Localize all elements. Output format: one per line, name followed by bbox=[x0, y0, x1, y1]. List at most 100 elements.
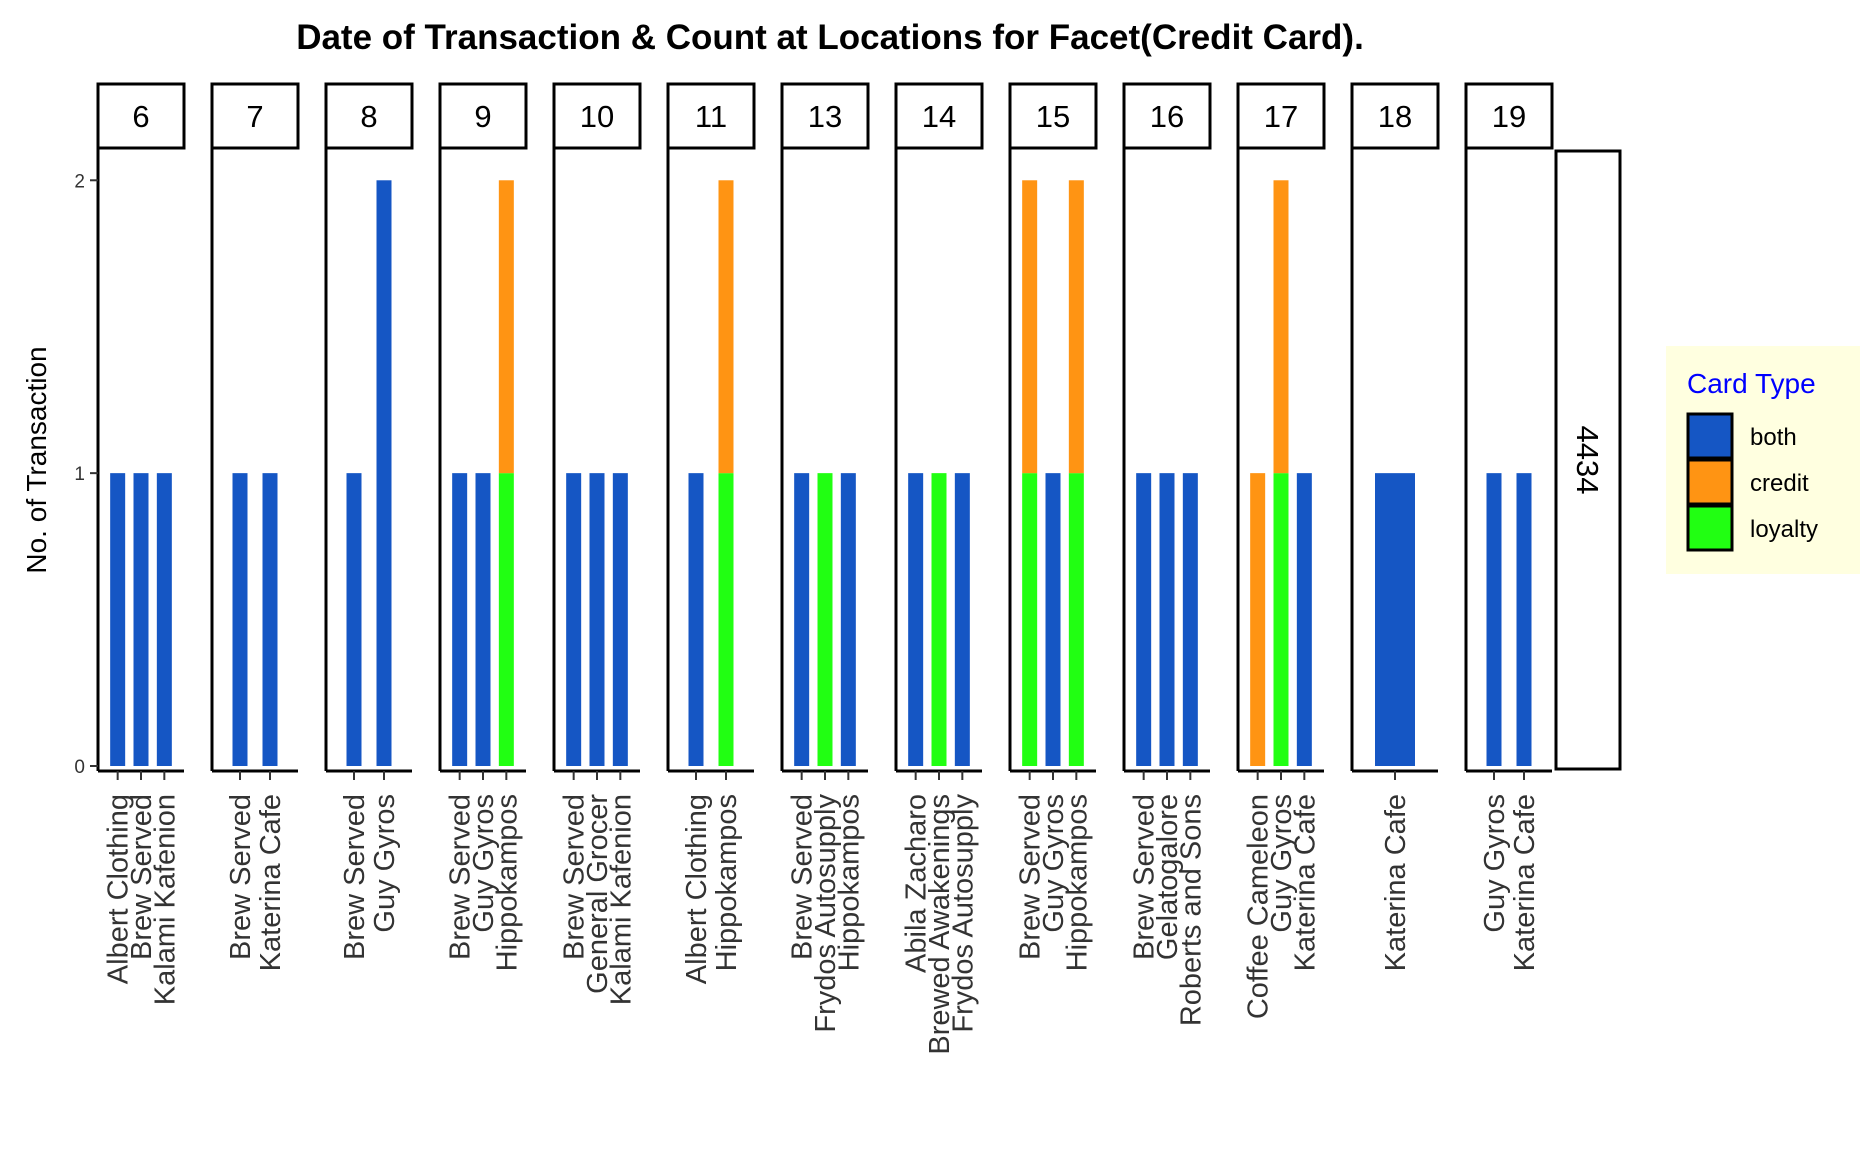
x-tick-label: General Grocer bbox=[582, 794, 614, 994]
x-tick-label: Hippokampos bbox=[711, 794, 743, 971]
x-tick-label: Brew Served bbox=[787, 794, 819, 960]
legend-swatch-credit bbox=[1686, 458, 1734, 506]
row-facet-strip: 4434 bbox=[1554, 149, 1622, 771]
bar-both bbox=[232, 473, 248, 766]
y-tick-label: 0 bbox=[74, 757, 85, 778]
bar-both bbox=[376, 180, 392, 767]
x-tick-label: Brew Served bbox=[1129, 794, 1161, 960]
bar-both bbox=[1296, 473, 1312, 766]
x-tick-label: Kalami Kafenion bbox=[605, 794, 637, 1005]
x-tick-label: Katerina Cafe bbox=[255, 794, 287, 971]
facet-strip-label: 9 bbox=[474, 99, 491, 134]
x-tick-label: Albert Clothing bbox=[681, 794, 713, 984]
facet-strip-box bbox=[894, 82, 984, 150]
bar-loyalty bbox=[1068, 473, 1084, 766]
facet-strip-label: 13 bbox=[808, 99, 842, 134]
legend: Card Type both credit loyalty bbox=[1666, 346, 1860, 574]
bar-both bbox=[1375, 473, 1415, 766]
facet-strip-label: 6 bbox=[132, 99, 149, 134]
bar-both bbox=[1045, 473, 1061, 766]
facet-strip-label: 7 bbox=[246, 99, 263, 134]
x-tick-label: Coffee Cameleon bbox=[1243, 794, 1275, 1019]
bar-both bbox=[1159, 473, 1175, 766]
x-tick-label: Guy Gyros bbox=[1479, 794, 1511, 933]
x-tick-label: Frydos Autosupply bbox=[947, 794, 979, 1033]
x-tick-label: Brewed Awakenings bbox=[924, 794, 956, 1055]
facet-panel-18: 18 Katerina Cafe bbox=[1350, 82, 1440, 971]
bar-credit bbox=[1250, 473, 1266, 766]
bar-credit bbox=[1068, 180, 1084, 474]
bar-loyalty bbox=[718, 473, 734, 766]
bar-both bbox=[346, 473, 362, 766]
bar-both bbox=[452, 473, 468, 766]
facet-strip-box bbox=[96, 82, 186, 150]
bar-loyalty bbox=[817, 473, 833, 766]
bar-credit bbox=[718, 180, 734, 474]
facet-strip-label: 18 bbox=[1378, 99, 1412, 134]
facet-strip-label: 17 bbox=[1264, 99, 1298, 134]
bar-credit bbox=[498, 180, 514, 474]
facet-strip-box bbox=[666, 82, 756, 150]
x-tick-label: Hippokampos bbox=[1061, 794, 1093, 971]
x-tick-label: Brew Served bbox=[339, 794, 371, 960]
legend-title: Card Type bbox=[1687, 368, 1816, 399]
bar-both bbox=[566, 473, 582, 766]
y-tick-label: 2 bbox=[74, 171, 85, 192]
facet-strip-box bbox=[552, 82, 642, 150]
x-tick-label: Katerina Cafe bbox=[1380, 794, 1412, 971]
facet-strip-box bbox=[780, 82, 870, 150]
row-strip-label: 4434 bbox=[1570, 426, 1605, 495]
bar-loyalty bbox=[1273, 473, 1289, 766]
bar-both bbox=[589, 473, 605, 766]
facet-strip-label: 14 bbox=[922, 99, 956, 134]
x-tick-label: Guy Gyros bbox=[1038, 794, 1070, 933]
x-tick-label: Brew Served bbox=[126, 794, 158, 960]
facet-strip-label: 11 bbox=[695, 99, 727, 134]
x-tick-label: Guy Gyros bbox=[1266, 794, 1298, 933]
facet-strip-box bbox=[1350, 82, 1440, 150]
bar-both bbox=[1516, 473, 1532, 766]
chart-title: Date of Transaction & Count at Locations… bbox=[296, 18, 1364, 57]
bar-both bbox=[1182, 473, 1198, 766]
y-tick-label: 1 bbox=[74, 464, 85, 485]
facet-strip-box bbox=[324, 82, 414, 150]
bar-both bbox=[840, 473, 856, 766]
facet-strip-box bbox=[1008, 82, 1098, 150]
legend-label-both: both bbox=[1750, 424, 1797, 451]
x-tick-label: Kalami Kafenion bbox=[149, 794, 181, 1005]
legend-label-loyalty: loyalty bbox=[1750, 516, 1818, 543]
bar-loyalty bbox=[931, 473, 947, 766]
facet-strip-label: 19 bbox=[1492, 99, 1526, 134]
x-tick-label: Katerina Cafe bbox=[1509, 794, 1541, 971]
x-tick-label: Hippokampos bbox=[833, 794, 865, 971]
bar-both bbox=[688, 473, 704, 766]
legend-swatch-loyalty bbox=[1686, 504, 1734, 552]
bar-loyalty bbox=[1022, 473, 1038, 766]
x-tick-label: Guy Gyros bbox=[369, 794, 401, 933]
x-tick-label: Albert Clothing bbox=[103, 794, 135, 984]
x-tick-label: Roberts and Sons bbox=[1175, 794, 1207, 1026]
x-tick-label: Hippokampos bbox=[491, 794, 523, 971]
bar-both bbox=[110, 473, 126, 766]
facet-strip-label: 10 bbox=[580, 99, 614, 134]
bar-both bbox=[954, 473, 970, 766]
facet-strip-box bbox=[1236, 82, 1326, 150]
bar-both bbox=[262, 473, 278, 766]
bar-credit bbox=[1273, 180, 1289, 474]
row-strip-box bbox=[1554, 149, 1622, 771]
bar-both bbox=[794, 473, 810, 766]
y-axis-label: No. of Transaction bbox=[21, 346, 52, 573]
x-tick-label: Brew Served bbox=[1015, 794, 1047, 960]
facet-strip-box bbox=[1122, 82, 1212, 150]
bar-both bbox=[908, 473, 924, 766]
x-tick-label: Abila Zacharo bbox=[901, 794, 933, 973]
